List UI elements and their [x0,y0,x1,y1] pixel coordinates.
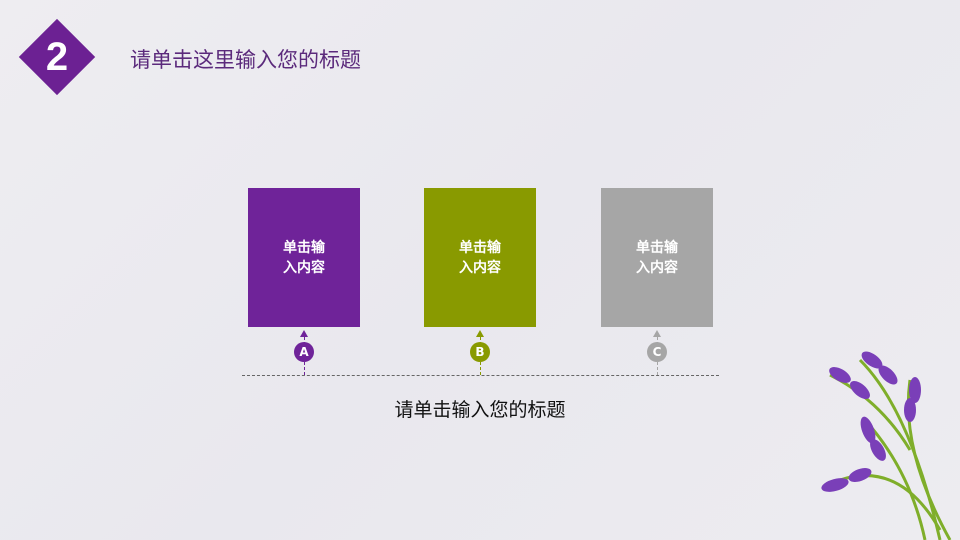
arrow-up-icon [653,330,661,337]
lavender-decoration [821,351,952,540]
section-number: 2 [45,34,69,79]
subtitle[interactable]: 请单击输入您的标题 [394,399,566,421]
content-box-a[interactable]: 单击输 入内容 [248,188,360,327]
marker-a: A [294,342,314,362]
arrow-up-icon [300,330,308,337]
arrow-up-icon [476,330,484,337]
content-box-c[interactable]: 单击输 入内容 [601,188,713,327]
content-box-b[interactable]: 单击输 入内容 [424,188,536,327]
marker-c: C [647,342,667,362]
timeline-line [242,375,719,376]
page-title[interactable]: 请单击这里输入您的标题 [130,48,361,72]
marker-b: B [470,342,490,362]
